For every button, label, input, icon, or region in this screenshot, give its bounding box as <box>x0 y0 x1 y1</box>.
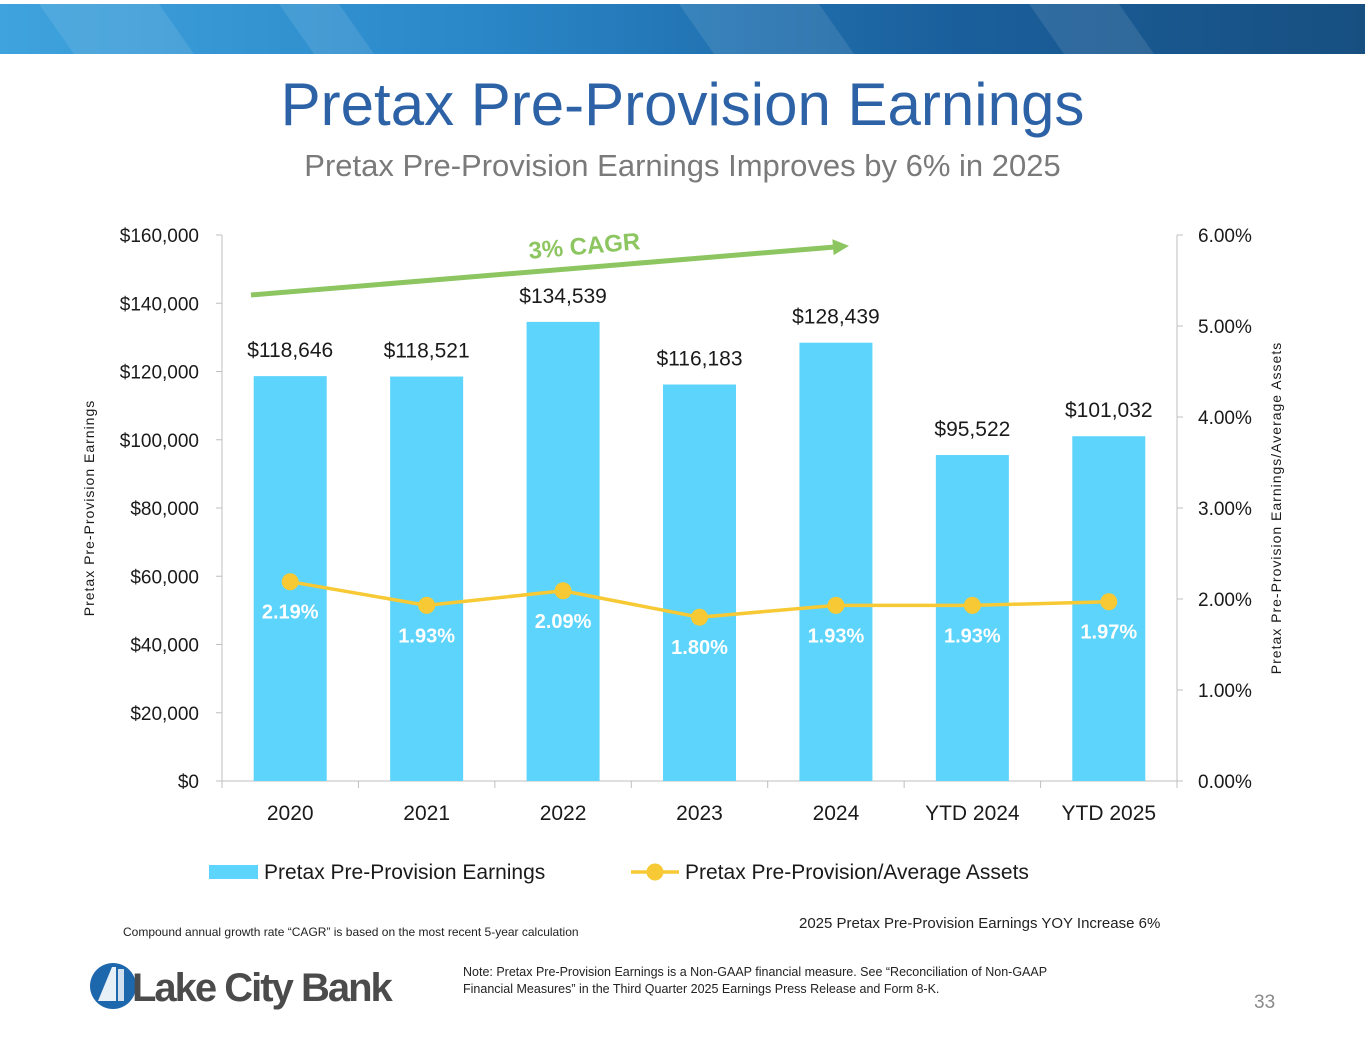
bar <box>935 455 1009 781</box>
ratio-value-label: 1.80% <box>671 637 728 659</box>
cagr-arrow-head <box>832 239 849 256</box>
left-axis-tick-label: $160,000 <box>120 226 199 247</box>
cagr-arrow-line <box>250 244 836 298</box>
bar-value-label: $101,032 <box>1065 399 1153 422</box>
legend-line-marker <box>646 863 664 881</box>
x-axis-tick-label: 2021 <box>403 802 450 825</box>
left-axis-tick-label: $80,000 <box>130 499 199 520</box>
bar <box>526 321 600 781</box>
ratio-value-label: 1.93% <box>398 625 455 647</box>
ratio-point <box>418 596 436 614</box>
x-axis-tick-label: YTD 2025 <box>1062 802 1157 825</box>
right-axis-tick-label: 6.00% <box>1198 226 1252 247</box>
gaap-note: Note: Pretax Pre-Provision Earnings is a… <box>463 965 1047 996</box>
legend-bar-swatch <box>209 865 258 879</box>
bar-value-label: $128,439 <box>792 306 880 329</box>
left-axis-tick-label: $120,000 <box>120 363 199 384</box>
left-axis-tick-label: $40,000 <box>130 636 199 657</box>
page-subtitle: Pretax Pre-Provision Earnings Improves b… <box>304 148 1061 183</box>
x-axis-tick-label: 2023 <box>676 802 723 825</box>
right-axis-tick-label: 4.00% <box>1198 408 1252 429</box>
right-axis-tick-label: 0.00% <box>1198 772 1252 793</box>
page-title: Pretax Pre-Provision Earnings <box>280 71 1085 138</box>
left-axis-tick-label: $0 <box>178 772 199 793</box>
cagr-label: 3% CAGR <box>527 228 641 265</box>
ratio-point <box>691 608 708 626</box>
right-axis-tick-label: 2.00% <box>1198 590 1252 611</box>
bar-value-label: $116,183 <box>656 348 742 371</box>
lake-city-bank-logo: Lake City Bank <box>90 963 396 1010</box>
left-axis-tick-label: $60,000 <box>130 567 199 588</box>
bar-value-label: $134,539 <box>519 285 607 308</box>
x-axis-tick-label: YTD 2024 <box>925 802 1020 825</box>
ratio-line <box>281 573 1118 626</box>
page-number: 33 <box>1254 992 1276 1013</box>
cagr-annotation: 3% CAGR <box>250 228 849 298</box>
yoy-note: 2025 Pretax Pre-Provision Earnings YOY I… <box>799 915 1161 932</box>
axes: $0 $20,000 $40,000 $60,000 $80,000 $100,000 $1… <box>81 226 1284 825</box>
right-axis-tick-label: 1.00% <box>1198 681 1252 702</box>
x-axis-tick-label: 2024 <box>813 802 860 825</box>
x-axis-tick-label: 2022 <box>540 802 587 825</box>
right-axis-tick-label: 5.00% <box>1198 317 1252 338</box>
data-labels: $118,646 $118,521 $134,539 $116,183 $128,439… <box>247 285 1152 659</box>
y2-axis-title: Pretax Pre-Provision Earnings/Average As… <box>1268 342 1284 674</box>
ratio-value-label: 2.09% <box>535 611 592 633</box>
ratio-point <box>1100 593 1118 611</box>
ratio-point <box>554 582 572 600</box>
legend: Pretax Pre-Provision Earnings Pretax Pre-… <box>209 861 1029 884</box>
ratio-value-label: 1.93% <box>944 625 1001 647</box>
left-axis-tick-label: $140,000 <box>120 294 199 315</box>
right-axis-tick-label: 3.00% <box>1198 499 1252 520</box>
logo-text: Lake City Bank <box>132 966 394 1010</box>
bar <box>663 384 736 781</box>
ratio-value-label: 1.93% <box>808 625 865 647</box>
y-axis-title: Pretax Pre-Provision Earnings <box>81 400 97 617</box>
left-axis-tick-label: $100,000 <box>120 431 199 452</box>
cagr-footnote: Compound annual growth rate “CAGR” is ba… <box>123 925 579 939</box>
x-axis-tick-label: 2020 <box>267 802 314 825</box>
legend-line-label: Pretax Pre-Provision/Average Assets <box>685 861 1029 884</box>
bar-value-label: $118,646 <box>247 339 333 362</box>
ratio-point <box>827 596 845 614</box>
left-axis-tick-label: $20,000 <box>130 704 199 725</box>
ratio-value-label: 2.19% <box>262 602 319 624</box>
bar <box>390 376 464 781</box>
bars <box>253 321 1146 781</box>
ratio-point <box>963 596 981 614</box>
ratio-value-label: 1.97% <box>1080 622 1137 644</box>
legend-bar-label: Pretax Pre-Provision Earnings <box>264 861 545 884</box>
header-banner <box>0 4 1365 54</box>
bar-value-label: $118,521 <box>384 340 470 363</box>
bar <box>799 342 873 781</box>
ratio-point <box>281 573 299 591</box>
bar-value-label: $95,522 <box>934 418 1010 441</box>
